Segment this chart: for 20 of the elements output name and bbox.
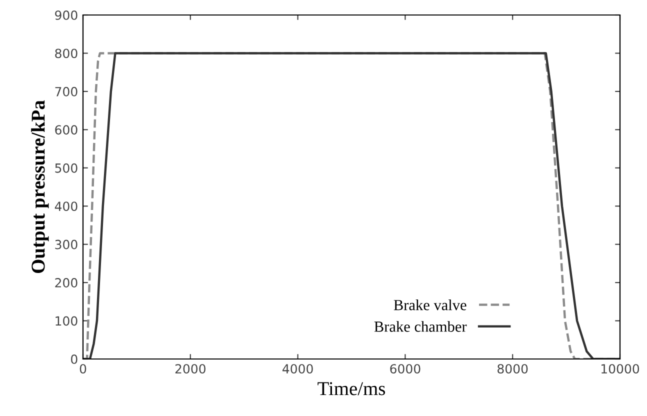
x-tick-label: 0 [80, 364, 86, 374]
y-tick-label: 100 [56, 316, 78, 326]
y-tick-label: 0 [71, 354, 78, 364]
x-axis-title: Time/ms [318, 382, 386, 396]
legend-label: Brake chamber [374, 321, 467, 332]
x-tick-label: 8000 [498, 364, 528, 374]
x-tick-label: 2000 [175, 364, 206, 374]
y-tick-label: 700 [55, 86, 78, 96]
x-tick-label: 6000 [390, 364, 420, 374]
x-tick-label: 4000 [282, 364, 313, 374]
y-tick-label: 200 [55, 278, 78, 288]
y-tick-label: 900 [55, 10, 78, 20]
y-tick-label: 300 [55, 240, 78, 250]
y-tick-label: 500 [55, 163, 78, 173]
y-tick-label: 600 [55, 125, 78, 135]
x-tick-label: 10000 [601, 364, 640, 374]
y-tick-label: 400 [54, 202, 78, 212]
y-axis-title: Output pressure/kPa [31, 100, 49, 273]
legend-label: Brake valve [394, 299, 466, 310]
y-tick-label: 800 [55, 48, 78, 58]
